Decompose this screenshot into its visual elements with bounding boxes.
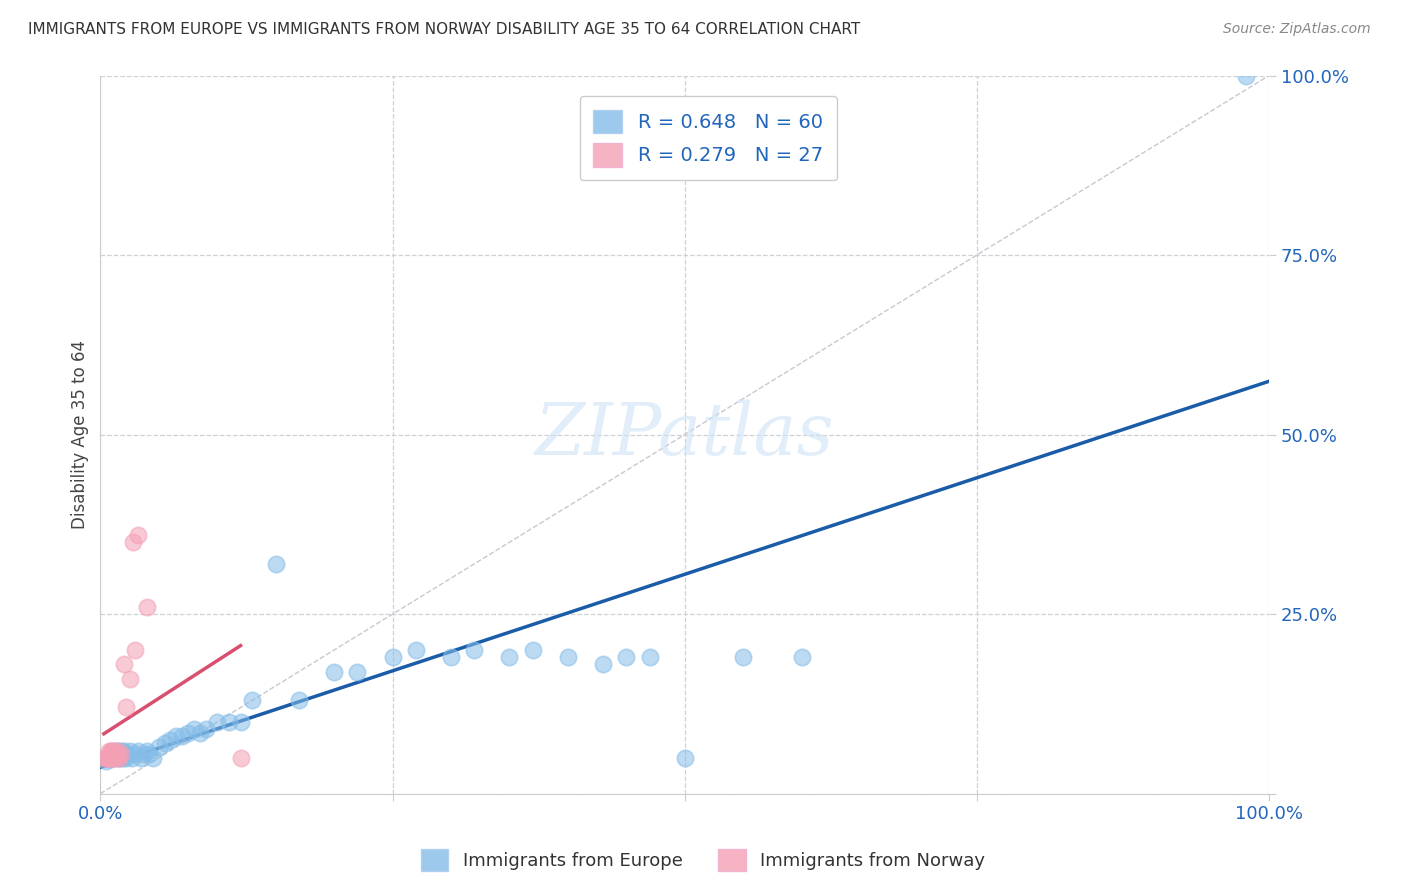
Point [101,743,124,757]
Point [97,751,120,765]
Point [148,739,170,754]
Point [122,535,145,549]
Point [96,751,118,765]
Point [112,657,135,672]
Point [112,743,135,757]
Point [153,736,176,750]
Point [98,752,121,766]
Point [188,725,211,739]
Point [240,693,263,707]
Point [110,751,132,765]
Point [104,747,127,761]
Point [264,557,287,571]
Point [288,693,311,707]
Point [522,643,544,657]
Point [127,743,149,757]
Point [129,751,152,765]
Point [614,650,637,665]
Point [557,650,579,665]
Point [205,714,228,729]
Point [405,643,427,657]
Point [124,643,146,657]
Point [103,751,125,765]
Legend: R = 0.648   N = 60, R = 0.279   N = 27: R = 0.648 N = 60, R = 0.279 N = 27 [579,96,837,180]
Point [463,643,485,657]
Point [110,743,132,757]
Point [112,747,135,761]
Point [132,747,155,761]
Text: Source: ZipAtlas.com: Source: ZipAtlas.com [1223,22,1371,37]
Point [103,747,125,761]
Point [177,725,200,739]
Point [138,747,160,761]
Point [115,747,138,761]
Point [118,743,141,757]
Point [136,743,159,757]
Point [733,650,755,665]
Point [165,729,187,743]
Point [101,747,124,761]
Point [118,672,141,686]
Point [104,743,127,757]
Point [101,751,124,765]
Point [229,751,252,765]
Point [101,751,124,765]
Point [103,751,125,765]
Point [103,743,125,757]
Point [108,747,131,761]
Point [121,751,143,765]
Point [1234,69,1257,83]
Point [136,599,159,614]
Point [673,751,696,765]
Point [101,747,124,761]
Point [127,528,149,542]
Point [790,650,813,665]
Point [108,751,131,765]
Point [115,700,138,714]
Point [194,722,217,736]
Point [124,747,146,761]
Point [93,751,115,765]
Point [97,743,120,757]
Point [100,751,122,765]
Point [107,751,129,765]
Point [100,743,122,757]
Point [142,751,165,765]
Text: IMMIGRANTS FROM EUROPE VS IMMIGRANTS FROM NORWAY DISABILITY AGE 35 TO 64 CORRELA: IMMIGRANTS FROM EUROPE VS IMMIGRANTS FRO… [28,22,860,37]
Point [98,751,121,765]
Point [381,650,404,665]
Point [440,650,463,665]
Point [101,743,124,757]
Point [100,749,122,764]
Legend: Immigrants from Europe, Immigrants from Norway: Immigrants from Europe, Immigrants from … [413,842,993,879]
Point [107,743,129,757]
Point [346,665,368,679]
Point [110,747,132,761]
Point [98,747,121,761]
Point [498,650,520,665]
Point [96,755,118,769]
Text: ZIPatlas: ZIPatlas [534,400,835,470]
Point [107,743,129,757]
Point [183,722,205,736]
Point [159,732,181,747]
Point [172,729,194,743]
Point [638,650,661,665]
Point [96,751,118,765]
Point [105,751,128,765]
Point [229,714,252,729]
Point [97,751,120,765]
Y-axis label: Disability Age 35 to 64: Disability Age 35 to 64 [72,340,89,529]
Point [111,751,134,765]
Point [218,714,240,729]
Point [323,665,346,679]
Point [592,657,614,672]
Point [115,751,138,765]
